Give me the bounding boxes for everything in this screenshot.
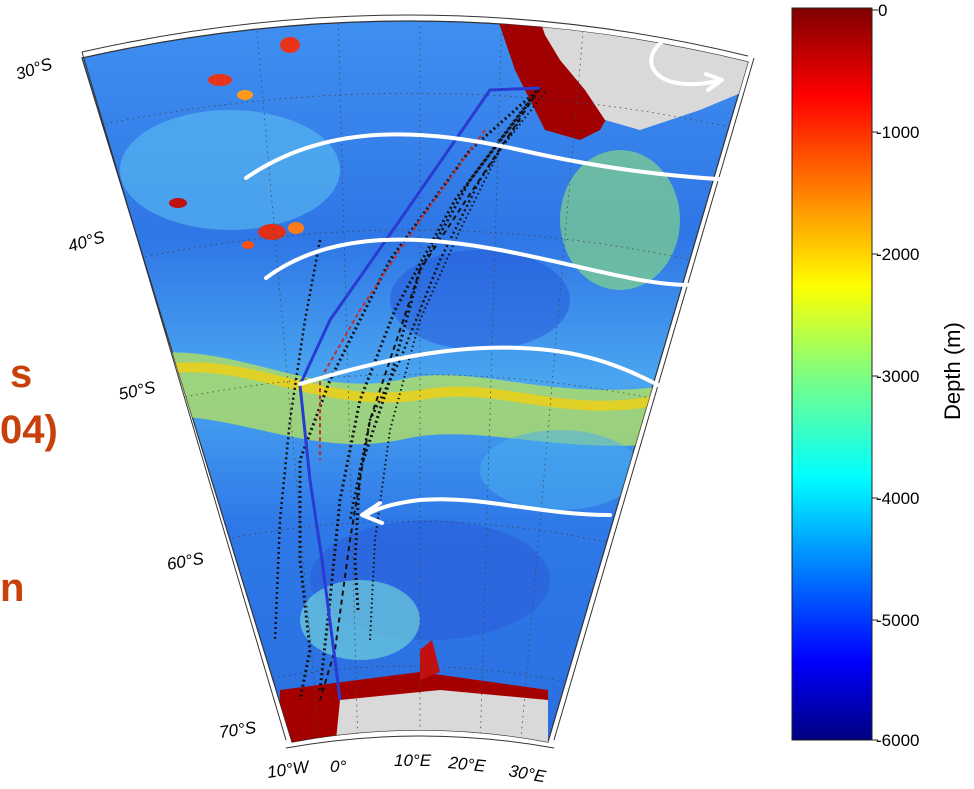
colorbar-title: Depth (m) — [940, 322, 965, 420]
flow-arrows — [244, 40, 854, 525]
colorbar-tick-5: -5000 — [876, 611, 919, 630]
lat-label-50s: 50°S — [117, 377, 158, 403]
lon-label-30e: 30°E — [507, 761, 547, 786]
colorbar-tick-1: -1000 — [876, 123, 919, 142]
float-track-black-1 — [298, 86, 541, 701]
lat-label-40s: 40°S — [66, 227, 107, 256]
side-text-line-2: 04) — [0, 408, 58, 452]
side-text-line-3: n — [0, 566, 25, 610]
float-track-red — [319, 129, 486, 460]
colorbar-tick-6: -6000 — [876, 731, 919, 750]
flow-arrow-1 — [244, 132, 792, 184]
bathymetry-map — [81, 14, 755, 749]
lon-label-10w: 10°W — [266, 757, 312, 782]
flow-arrow-agulhas — [649, 40, 724, 87]
colorbar-scale — [791, 7, 873, 741]
colorbar-tick-0: 0 — [878, 1, 887, 20]
flow-arrow-agulhas-head — [704, 72, 724, 92]
colorbar: 0 -1000 -2000 -3000 -4000 -5000 -6000 De… — [791, 1, 965, 750]
flow-arrow-4 — [366, 497, 612, 517]
lon-label-20e: 20°E — [447, 753, 487, 776]
float-track-black-2 — [318, 94, 537, 691]
colorbar-tick-4: -4000 — [876, 489, 919, 508]
flow-arrow-2 — [264, 237, 692, 287]
lat-label-60s: 60°S — [165, 549, 205, 574]
lat-label-70s: 70°S — [218, 718, 258, 742]
lon-label-10e: 10°E — [394, 751, 432, 770]
colorbar-tick-3: -3000 — [876, 367, 919, 386]
float-track-black-4 — [348, 119, 522, 521]
longitude-labels: 10°W 0° 10°E 20°E 30°E — [266, 751, 548, 786]
flow-arrow-3 — [298, 345, 660, 387]
side-text-line-1: s — [10, 352, 33, 396]
lon-label-0: 0° — [330, 757, 346, 776]
colorbar-tick-2: -2000 — [876, 245, 919, 264]
lat-label-30s: 30°S — [13, 54, 55, 84]
flow-arrow-4-head — [360, 501, 384, 525]
